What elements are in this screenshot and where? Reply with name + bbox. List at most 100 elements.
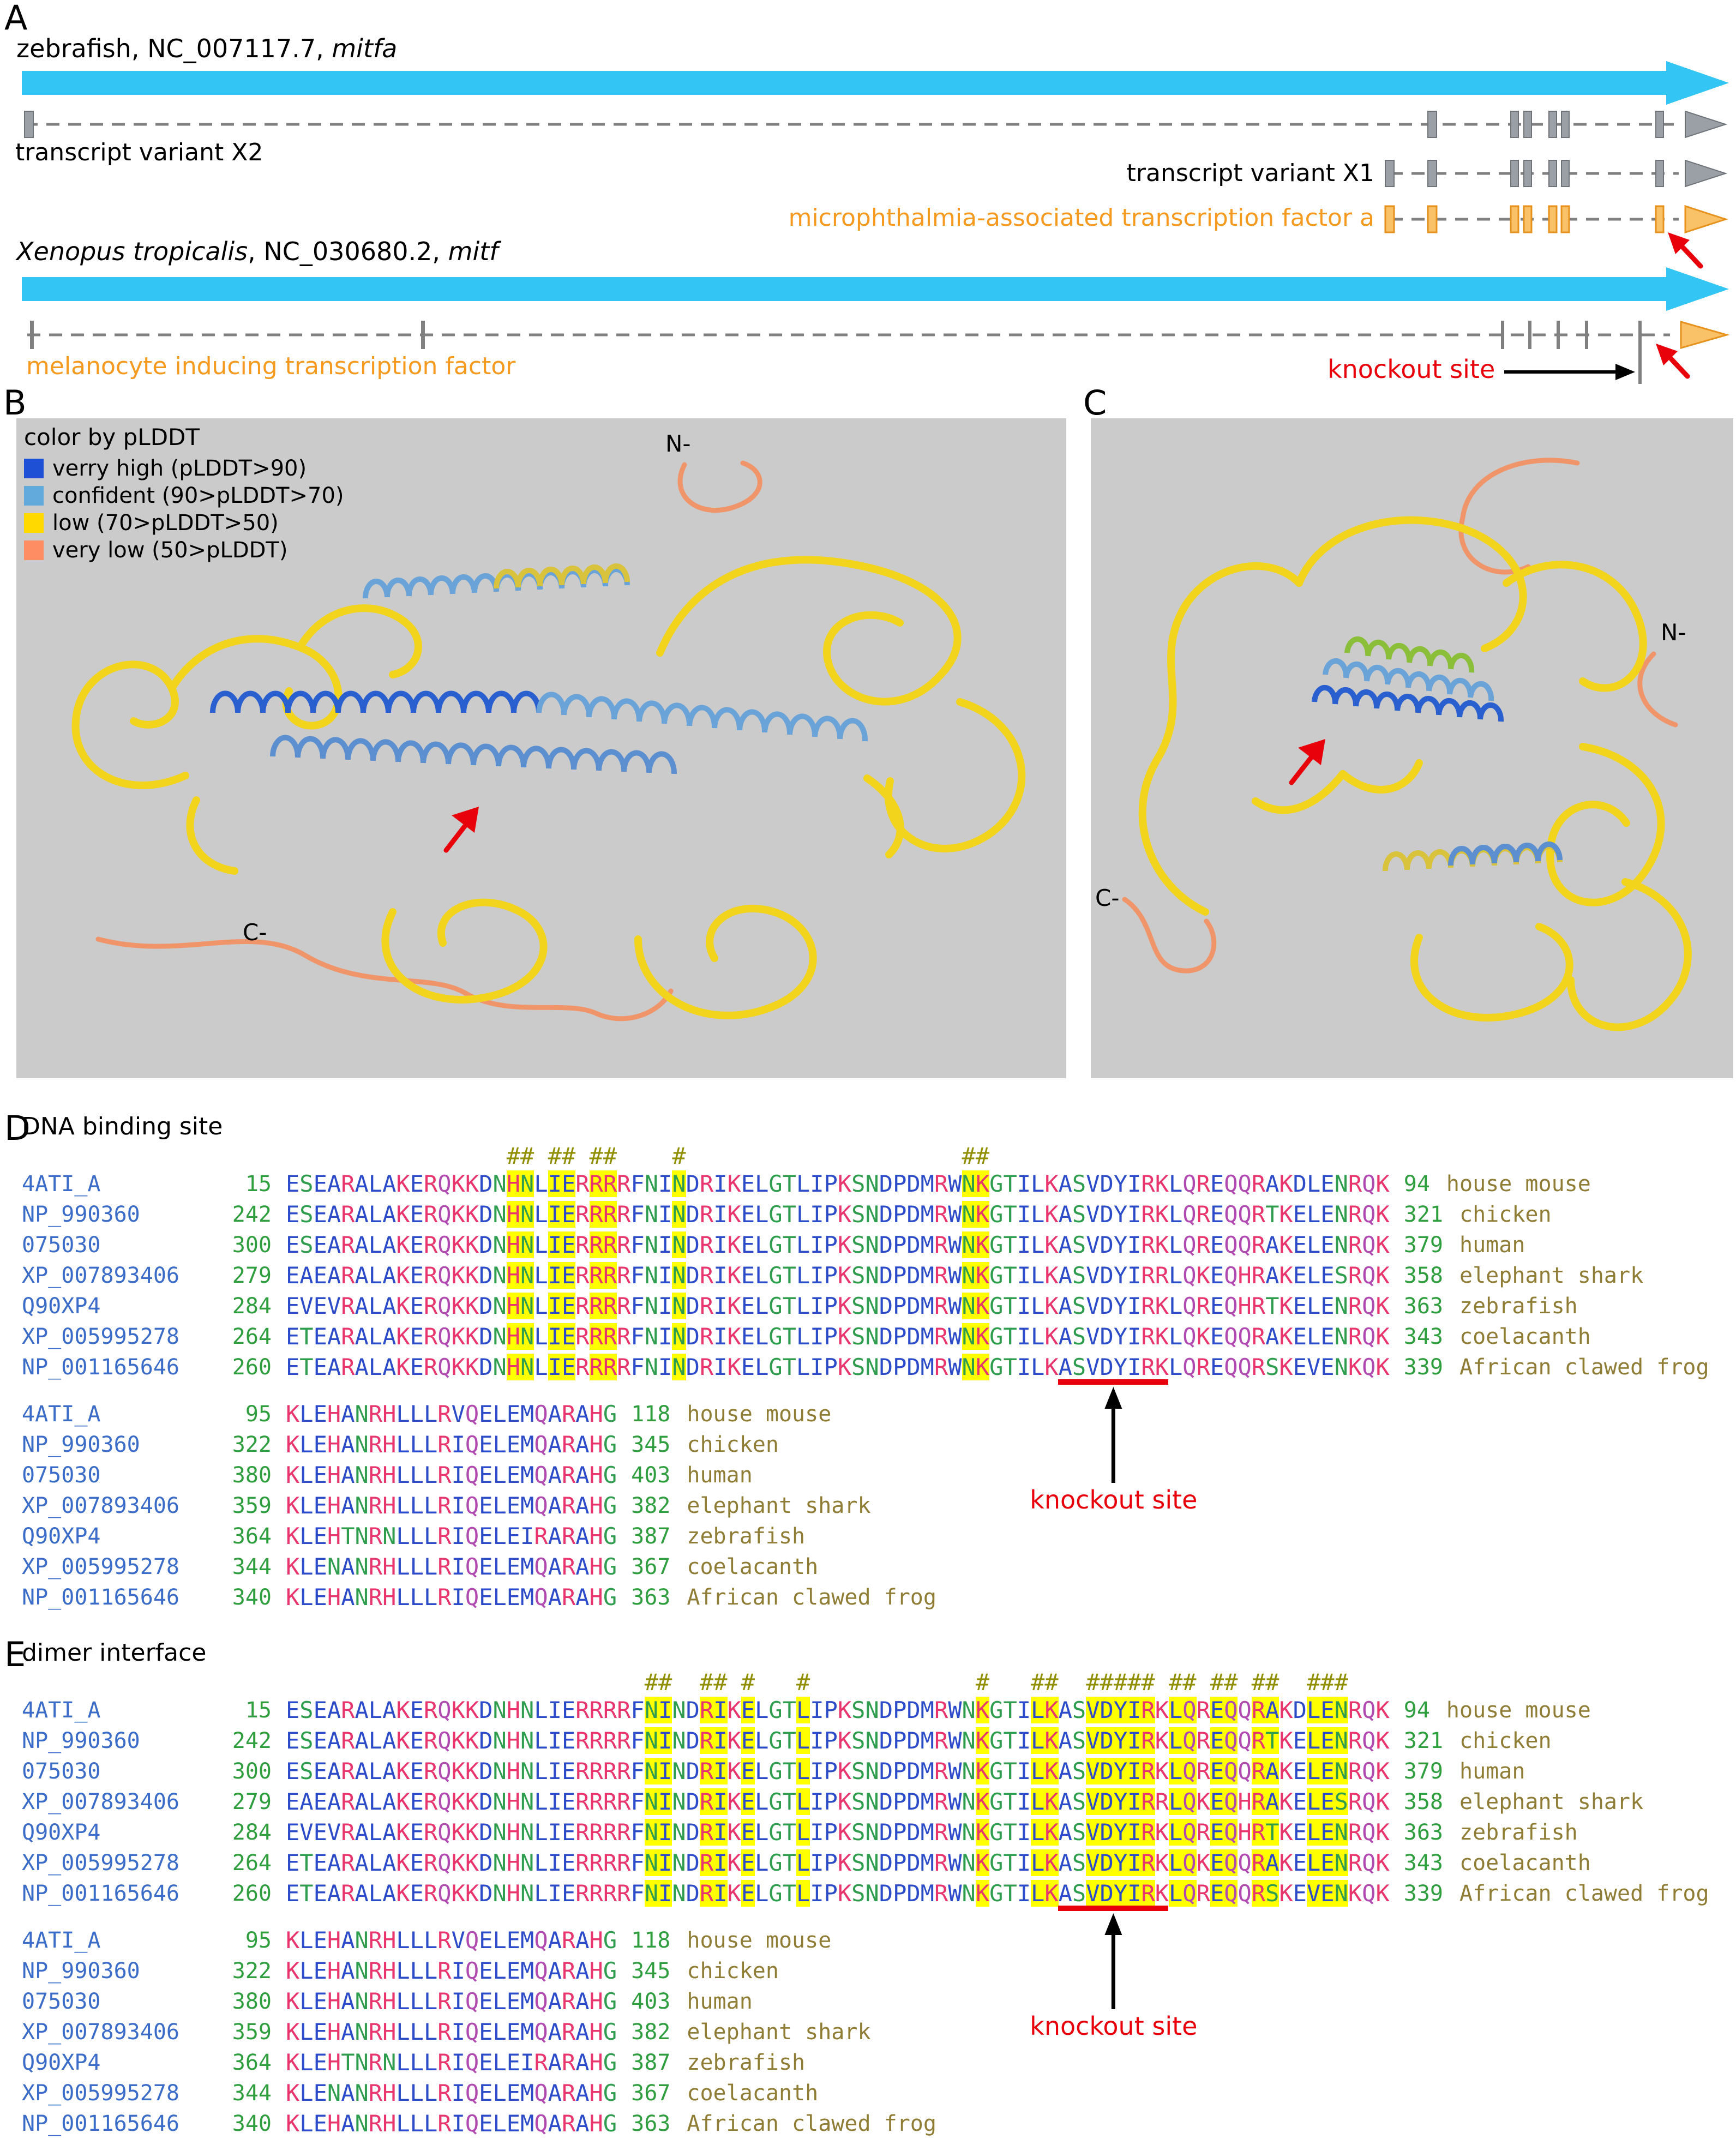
sequence: ESEARALAKERQKKDNHNLIERRRRFNINDRIKELGTLIP… (286, 1231, 1390, 1258)
start-position: 340 (232, 1585, 272, 1610)
knockout-site-label: knockout site (1030, 2011, 1198, 2041)
species: human (687, 1463, 753, 1488)
end-position: 118 (631, 1928, 671, 1953)
accession: 075030 (22, 1463, 101, 1488)
species: African clawed frog (687, 2111, 936, 2136)
alignment-row: 075030 300 ESEARALAKERQKKDNHNLIERRRRFNINDR… (22, 1230, 1736, 1260)
hash-row: ## ## # # # ## ##### ## ## ## ### (22, 1670, 1736, 1695)
accession: Q90XP4 (22, 1524, 101, 1549)
start-position: 242 (232, 1202, 272, 1227)
alignment-row: 4ATI_A 95 KLEHANRHLLLRVQELEMQARAHG 118 house… (22, 1925, 1736, 1956)
panel-e-title: dimer interface (22, 1639, 207, 1667)
knockout-arrow-mitfa-icon (1668, 232, 1703, 269)
mitf-arrowhead (1680, 321, 1730, 349)
sequence: KLEHTNRNLLLRIQELEIRARAHG (286, 2049, 617, 2076)
accession: XP_005995278 (22, 2081, 179, 2106)
end-position: 345 (631, 1432, 671, 1457)
species: chicken (687, 1958, 779, 1984)
legend-swatch (24, 459, 44, 478)
species: coelacanth (1459, 1850, 1591, 1876)
end-position: 345 (631, 1958, 671, 1984)
sequence: KLEHANRHLLLRIQELEMQARAHG (286, 2018, 617, 2045)
gene2-species: Xenopus tropicalis (16, 237, 248, 266)
gene-structure-graphic (22, 61, 1730, 384)
alignment-d: ## ## ## # ## 4ATI_A 15 ESEARALAKERQKKDNHN… (22, 1144, 1736, 1613)
transcript-x1-label: transcript variant X1 (1126, 159, 1374, 187)
gene1-prefix: zebrafish, NC_007117.7, (16, 34, 332, 63)
accession: XP_007893406 (22, 1493, 179, 1518)
legend-item-label: low (70>pLDDT>50) (52, 510, 279, 536)
end-position: 321 (1403, 1728, 1443, 1753)
contact-marks: ## ## ## # ## (506, 1143, 990, 1169)
transcript-x1-arrowhead (1685, 159, 1728, 188)
alignment-row: NP_990360 242 ESEARALAKERQKKDNHNLIERRRRFNI… (22, 1199, 1736, 1230)
species: African clawed frog (1459, 1355, 1709, 1380)
alignment-row: 4ATI_A 15 ESEARALAKERQKKDNHNLIERRRRFNINDRI… (22, 1169, 1736, 1199)
end-position: 367 (631, 2081, 671, 2106)
species: human (687, 1989, 753, 2014)
start-position: 340 (232, 2111, 272, 2136)
end-position: 363 (1403, 1820, 1443, 1845)
end-position: 379 (1403, 1759, 1443, 1784)
knockout-up-arrow-icon (1104, 1387, 1122, 1483)
gene2-title: Xenopus tropicalis, NC_030680.2, mitf (16, 237, 498, 266)
accession: 4ATI_A (22, 1171, 101, 1197)
mitfa-product-label: microphthalmia-associated transcription … (788, 204, 1374, 232)
sequence: ETEARALAKERQKKDNHNLIERRRRFNINDRIKELGTLIP… (286, 1849, 1390, 1876)
sequence: KLEHANRHLLLRVQELEMQARAHG (286, 1927, 617, 1954)
accession: Q90XP4 (22, 1820, 101, 1845)
end-position: 321 (1403, 1202, 1443, 1227)
knockout-underline (1058, 1379, 1169, 1385)
transcript-x2-arrowhead (1685, 110, 1728, 139)
alignment-row: NP_990360 322 KLEHANRHLLLRIQELEMQARAHG 345 c… (22, 1956, 1736, 1986)
sequence: ESEARALAKERQKKDNHNLIERRRRFNINDRIKELGTLIP… (286, 1170, 1390, 1197)
end-position: 358 (1403, 1263, 1443, 1288)
legend-item: confident (90>pLDDT>70) (24, 482, 344, 509)
start-position: 344 (232, 2081, 272, 2106)
transcript-x2-label: transcript variant X2 (15, 139, 263, 166)
knockout-underline (1058, 1906, 1169, 1911)
sequence: KLENANRHLLLRIQELEMQARAHG (286, 2080, 617, 2106)
accession: XP_005995278 (22, 1850, 179, 1876)
legend-title: color by pLDDT (24, 424, 200, 450)
start-position: 279 (232, 1263, 272, 1288)
alignment-row: 075030 380 KLEHANRHLLLRIQELEMQARAHG 403 huma… (22, 1986, 1736, 2017)
end-position: 94 (1403, 1171, 1430, 1197)
end-position: 367 (631, 1554, 671, 1579)
alignment-row: XP_007893406 279 EAEARALAKERQKKDNHNLIERRRR… (22, 1787, 1736, 1817)
end-position: 387 (631, 1524, 671, 1549)
contact-marks: ## ## # # # ## ##### ## ## ## ### (644, 1669, 1348, 1696)
sequence: KLENANRHLLLRIQELEMQARAHG (286, 1553, 617, 1580)
start-position: 260 (232, 1881, 272, 1906)
alignment-row: NP_001165646 340 KLEHANRHLLLRIQELEMQARAHG 3… (22, 2108, 1736, 2139)
legend-item: verry high (pLDDT>90) (24, 455, 344, 482)
alignment-row: NP_001165646 340 KLEHANRHLLLRIQELEMQARAHG 3… (22, 1582, 1736, 1613)
sequence: KLEHANRHLLLRIQELEMQARAHG (286, 1492, 617, 1519)
accession: NP_990360 (22, 1958, 140, 1984)
knockout-annotation: knockout site (1030, 1912, 1197, 2041)
end-position: 118 (631, 1402, 671, 1427)
alignment-row: Q90XP4 284 EVEVRALAKERQKKDNHNLIERRRRFNINDR… (22, 1817, 1736, 1848)
alignment-row: NP_001165646 260 ETEARALAKERQKKDNHNLIERRRR… (22, 1352, 1736, 1385)
start-position: 364 (232, 2050, 272, 2075)
start-position: 284 (232, 1820, 272, 1845)
species: coelacanth (687, 1554, 819, 1579)
accession: 4ATI_A (22, 1928, 101, 1953)
sequence: ETEARALAKERQKKDNHNLIERRRRFNINDRIKELGTLIP… (286, 1352, 1390, 1385)
accession: XP_007893406 (22, 1789, 179, 1814)
accession: 075030 (22, 1759, 101, 1784)
species: zebrafish (687, 2050, 806, 2075)
gene2-gene-symbol: mitf (448, 237, 498, 266)
mitf-product-label: melanocyte inducing transcription factor (26, 352, 516, 380)
legend-item-label: very low (50>pLDDT) (52, 538, 288, 563)
accession: NP_001165646 (22, 1355, 179, 1380)
start-position: 380 (232, 1463, 272, 1488)
start-position: 284 (232, 1294, 272, 1319)
sequence: KLEHANRHLLLRIQELEMQARAHG (286, 1462, 617, 1488)
alignment-row: 4ATI_A 15 ESEARALAKERQKKDNHNLIERRRRFNINDRI… (22, 1695, 1736, 1726)
knockout-arrow-c-icon (1289, 739, 1325, 785)
species: chicken (687, 1432, 779, 1457)
panel-label-a: A (4, 0, 28, 38)
knockout-arrow-mitf-icon (1656, 344, 1690, 379)
sequence: ESEARALAKERQKKDNHNLIERRRRFNINDRIKELGTLIP… (286, 1697, 1390, 1723)
